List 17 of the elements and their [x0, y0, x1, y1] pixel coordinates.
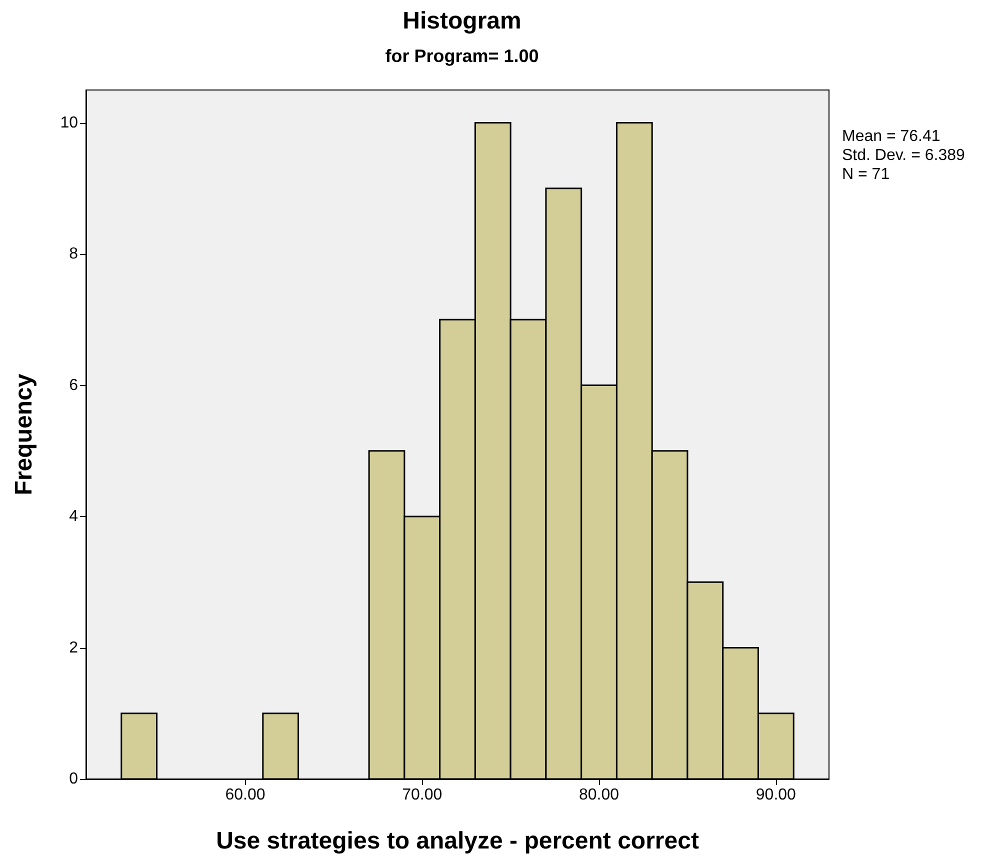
- x-tick-label: 80.00: [579, 786, 620, 804]
- x-tick-label: 60.00: [225, 786, 266, 804]
- text: N = 71: [842, 165, 891, 184]
- y-tick-label: 2: [69, 639, 78, 656]
- text: Mean = 76.41: [842, 127, 942, 146]
- y-tick-label: 4: [69, 508, 78, 526]
- x-axis-title: Use strategies to analyze - percent correct: [216, 828, 699, 854]
- chart-title: Histogram: [402, 8, 522, 34]
- text: Std. Dev. = 6.389: [842, 146, 965, 165]
- y-tick-label: 0: [69, 770, 78, 788]
- chart-subtitle: for Program= 1.00: [385, 46, 539, 66]
- y-axis-title: Frequency: [10, 373, 38, 496]
- x-tick-label: 90.00: [756, 786, 796, 804]
- y-tick-label: 10: [60, 114, 78, 132]
- x-tick-label: 70.00: [402, 786, 442, 804]
- y-tick-label: 8: [69, 246, 78, 263]
- y-tick-label: 6: [69, 376, 78, 394]
